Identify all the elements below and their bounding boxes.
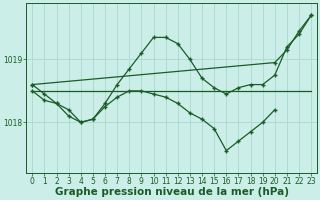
X-axis label: Graphe pression niveau de la mer (hPa): Graphe pression niveau de la mer (hPa) (55, 187, 289, 197)
